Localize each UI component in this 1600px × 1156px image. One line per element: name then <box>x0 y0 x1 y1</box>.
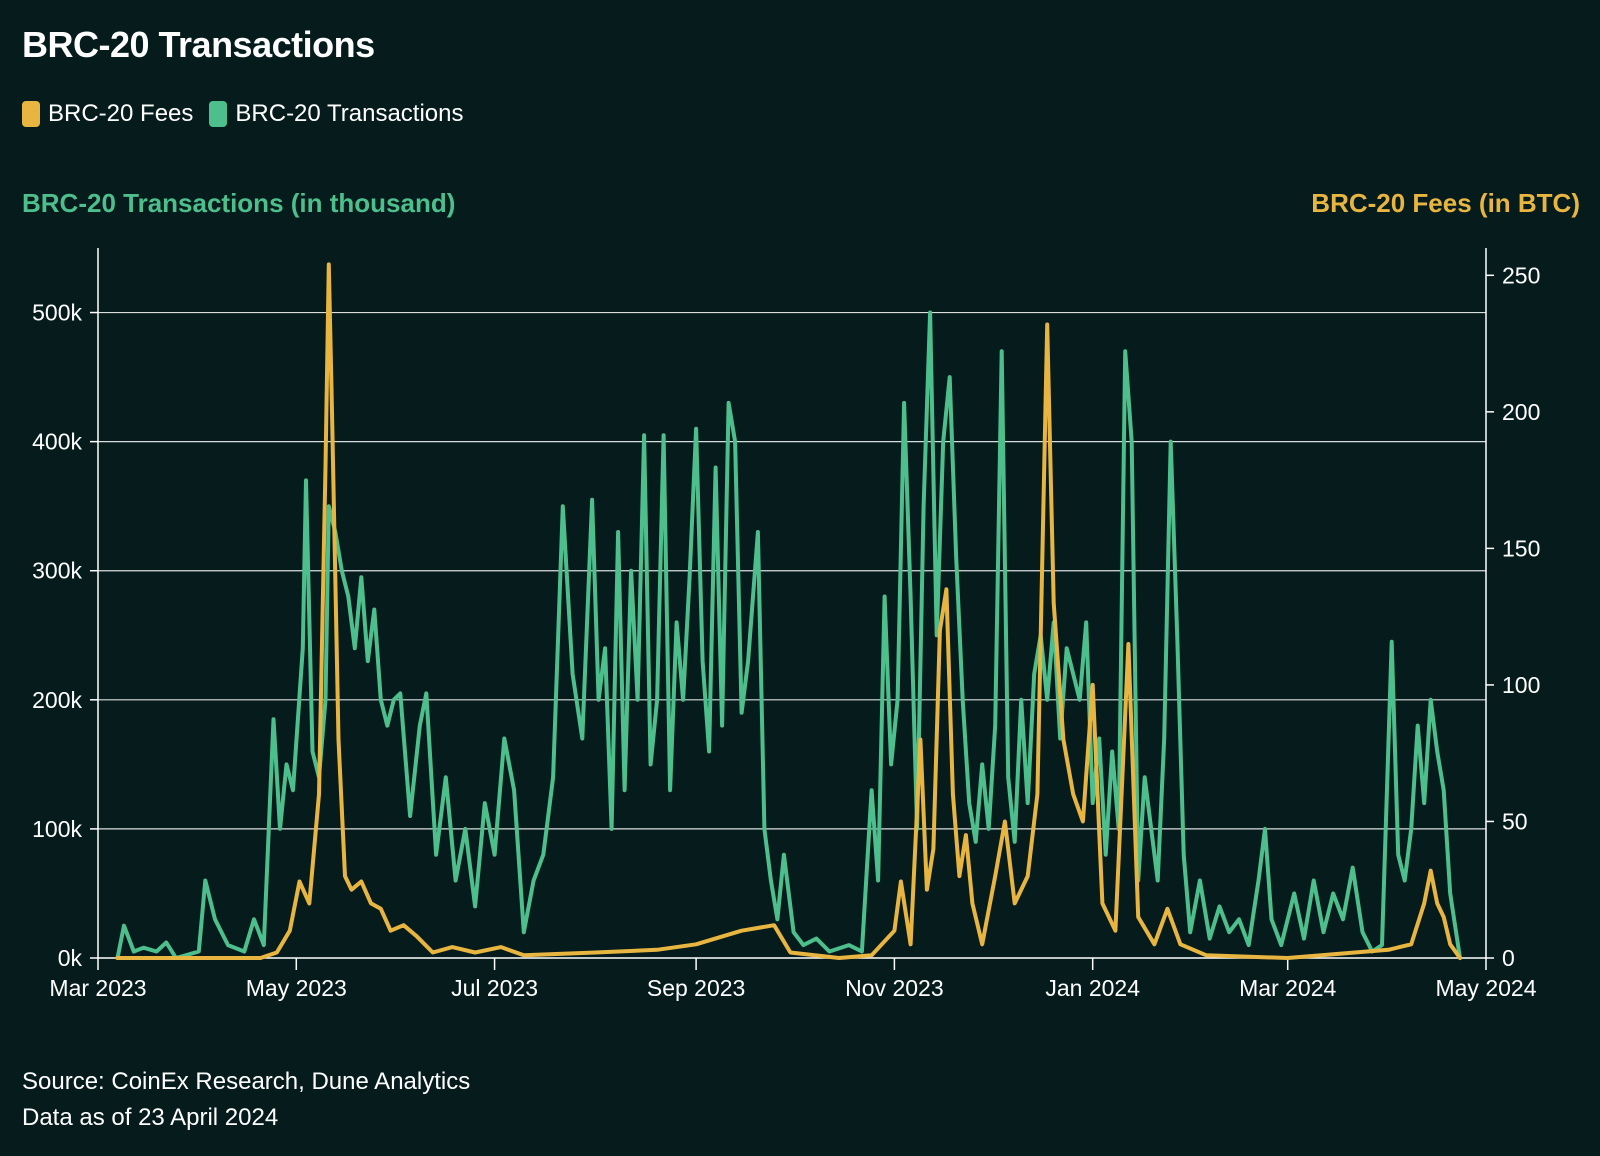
series-line-brc-20-transactions <box>115 310 1462 960</box>
left-tick-label: 400k <box>32 429 82 455</box>
left-tick-label: 300k <box>32 558 82 584</box>
legend-item-fees[interactable]: BRC-20 Fees <box>22 100 193 128</box>
right-tick-label: 200 <box>1502 399 1540 425</box>
left-tick-label: 0k <box>58 945 83 971</box>
footer: Source: CoinEx Research, Dune Analytics … <box>22 1064 470 1136</box>
date-note: Data as of 23 April 2024 <box>22 1104 279 1131</box>
x-tick-label: Jul 2023 <box>451 975 538 1001</box>
x-tick-label: Jan 2024 <box>1045 975 1140 1001</box>
chart-title: BRC-20 Transactions <box>22 24 375 65</box>
right-axis-title: BRC-20 Fees (in BTC) <box>1311 188 1580 218</box>
left-tick-label: 100k <box>32 816 82 842</box>
right-tick-label: 150 <box>1502 535 1540 561</box>
x-tick-label: May 2023 <box>246 975 347 1001</box>
legend-swatch-transactions <box>209 101 228 127</box>
legend: BRC-20 Fees BRC-20 Transactions <box>22 100 479 128</box>
x-tick-label: Mar 2024 <box>1239 975 1336 1001</box>
right-tick-label: 0 <box>1502 945 1515 971</box>
x-tick-label: Sep 2023 <box>647 975 745 1001</box>
x-tick-label: Mar 2023 <box>49 975 146 1001</box>
source-note: Source: CoinEx Research, Dune Analytics <box>22 1068 471 1095</box>
legend-swatch-fees <box>22 101 40 127</box>
legend-item-transactions[interactable]: BRC-20 Transactions <box>209 100 463 128</box>
right-tick-label: 250 <box>1502 262 1540 288</box>
left-axis-title: BRC-20 Transactions (in thousand) <box>22 188 456 218</box>
legend-label-fees: BRC-20 Fees <box>48 100 194 127</box>
legend-label-transactions: BRC-20 Transactions <box>235 100 464 127</box>
right-tick-label: 50 <box>1502 808 1528 834</box>
x-tick-label: May 2024 <box>1435 975 1536 1001</box>
right-tick-label: 100 <box>1502 672 1540 698</box>
left-tick-label: 200k <box>32 687 82 713</box>
left-tick-label: 500k <box>32 300 82 326</box>
series-line-brc-20-fees <box>115 262 1462 960</box>
x-tick-label: Nov 2023 <box>845 975 943 1001</box>
